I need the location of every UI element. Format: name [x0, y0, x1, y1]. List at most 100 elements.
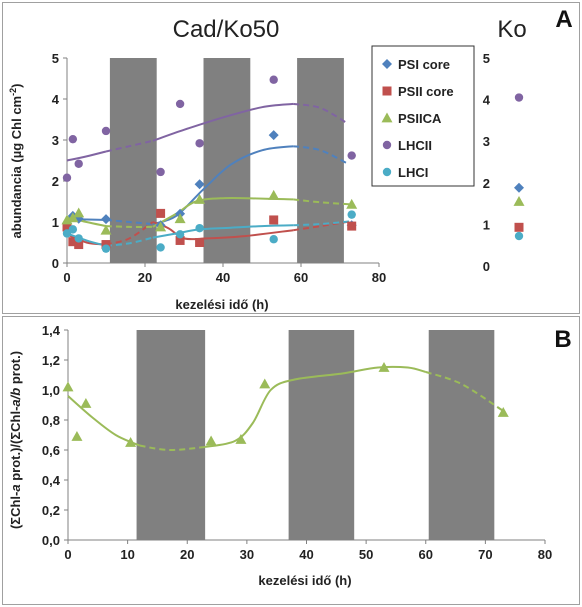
panel-b-dark-period-band: [288, 330, 355, 540]
panel-b-x-tick-label: 60: [419, 547, 433, 562]
panel-b-psiica-trend-dashed2: [425, 371, 504, 412]
panel-a-psi_core-point: [101, 214, 111, 225]
panel-b-y-tick-label: 1,4: [42, 323, 61, 338]
panel-a-y-axis-label: abundancia (µg Chl cm-2): [8, 84, 24, 239]
panel-a-lhcii-trend-dashed1: [105, 139, 154, 153]
panel-a-psii_core-point: [156, 208, 166, 218]
panel-a-x-tick-label: 80: [372, 270, 386, 285]
panel-a-psii_core-point: [195, 238, 205, 247]
panel-b-letter: B: [554, 326, 571, 353]
panel-a-lhci-point: [68, 225, 78, 234]
panel-b-x-axis-label: kezelési idő (h): [258, 573, 351, 588]
panel-b-y-tick-label: 1,0: [42, 383, 60, 398]
panel-b-psiica-point: [205, 435, 217, 446]
panel-b-psiica-point: [235, 434, 247, 444]
panel-ko-lhcii-point: [514, 93, 524, 102]
panel-b-x-tick-label: 40: [299, 547, 313, 562]
panel-a-psiica-trend-dashed2: [293, 198, 352, 206]
panel-b-psiica-point: [71, 431, 83, 441]
panel-a-lhcii-point: [347, 151, 356, 160]
panel-a-psii_core-point: [62, 222, 72, 232]
panel-a-dark-period-band: [109, 58, 157, 263]
panel-a-psiica-point: [67, 212, 79, 223]
legend-lhci-label: LHCI: [398, 165, 428, 180]
panel-b-y-tick-label: 0,0: [42, 533, 60, 548]
panel-ko-y-tick-label: 3: [483, 134, 490, 149]
legend-psi_core-marker: [382, 59, 392, 69]
panel-a-lhcii-point: [101, 126, 111, 136]
legend-psi_core-label: PSI core: [398, 57, 450, 72]
panel-a-lhcii-point: [175, 99, 185, 109]
panel-a-lhcii-point: [62, 173, 72, 182]
panel-b-dark-period-band: [136, 330, 206, 540]
legend-psii_core-marker: [382, 86, 392, 96]
panel-ko-psii_core-point: [514, 222, 524, 232]
panel-b-psiica-point: [378, 362, 390, 372]
panel-a-x-tick-label: 40: [216, 270, 230, 285]
panel-a-lhci-point: [175, 230, 185, 239]
panel-a-psiica-point: [100, 224, 112, 235]
panel-a-x-tick-label: 60: [294, 270, 308, 285]
panel-a-lhcii-trend-dashed2: [293, 102, 349, 125]
legend-lhci-marker: [382, 167, 392, 177]
panel-a-frame: [2, 2, 580, 314]
panel-a-psiica-point: [268, 189, 280, 200]
panel-a-psi_core-trend-dashed2: [293, 145, 349, 165]
panel-a-y-tick-label: 1: [52, 215, 59, 230]
panel-b-psiica-point: [62, 381, 74, 392]
panel-a-dark-period-band: [203, 58, 251, 263]
panel-b-x-tick-label: 80: [538, 547, 552, 562]
panel-b-y-tick-label: 0,6: [42, 443, 60, 458]
legend-psiica-label: PSIICA: [398, 111, 442, 126]
panel-a-dark-period-band: [297, 58, 344, 263]
panel-a-psi_core-trend-solid2: [152, 145, 294, 226]
panel-b-psiica-trend-dashed1: [139, 444, 206, 452]
panel-b-y-tick-label: 0,2: [42, 503, 60, 518]
panel-a-psii_core-trend-dashed1: [105, 221, 154, 246]
panel-b-psiica-point: [497, 407, 509, 417]
panel-a-lhcii-point: [269, 75, 278, 84]
panel-a-psii_core-trend-solid2: [152, 221, 294, 241]
panel-a-psii_core-point: [74, 240, 84, 250]
panel-a-lhci-point: [74, 234, 83, 243]
panel-a-psii_core-point: [68, 237, 78, 247]
panel-a-lhci-trend-dashed1: [105, 236, 154, 247]
panel-ko-y-tick-label: 0: [483, 259, 490, 274]
panel-a-letter: A: [555, 6, 572, 33]
panel-a-lhci-trend-dashed2: [293, 220, 352, 227]
panel-b-psiica-point: [125, 437, 137, 447]
panel-a-lhci-point: [156, 243, 165, 252]
legend-psiica-marker: [381, 112, 393, 123]
panel-a-lhci-point: [195, 223, 204, 233]
panel-a-lhcii-point: [195, 139, 204, 148]
panel-a-psiica-point: [174, 213, 186, 224]
panel-a-lhci-point: [62, 229, 72, 238]
panel-b-psiica-point: [259, 378, 271, 389]
panel-a-y-tick-label: 5: [52, 51, 59, 66]
panel-ko-title: Ko: [497, 16, 526, 43]
legend-lhcii-label: LHCII: [398, 138, 432, 153]
panel-a-lhcii-trend-solid: [66, 150, 107, 162]
panel-a-y-tick-label: 0: [52, 256, 59, 271]
panel-b-psiica-point: [80, 398, 92, 408]
panel-a-psii_core-point: [347, 221, 357, 231]
panel-a-psiica-trend-solid2: [152, 197, 294, 228]
panel-b-y-tick-label: 0,4: [42, 473, 61, 488]
panel-ko-y-tick-label: 4: [483, 93, 491, 108]
legend-lhcii-marker: [382, 140, 392, 150]
panel-a-lhci-trend-solid2: [152, 224, 294, 239]
panel-a-psii_core-point: [175, 235, 185, 245]
panel-a-y-tick-label: 4: [52, 92, 60, 107]
panel-a-y-tick-label: 3: [52, 133, 59, 148]
panel-b-y-tick-label: 1,2: [42, 353, 60, 368]
panel-a-psiica-point: [194, 193, 206, 204]
panel-a-x-axis-label: kezelési idő (h): [175, 297, 268, 312]
legend-psii_core-label: PSII core: [398, 84, 454, 99]
panel-ko-y-tick-label: 2: [483, 176, 490, 191]
panel-a-legend-box: [371, 45, 475, 187]
panel-a-lhci-point: [269, 235, 278, 244]
panel-a-psi_core-point: [268, 130, 279, 141]
panel-b-y-tick-label: 0,8: [42, 413, 60, 428]
panel-a-lhcii-point: [74, 159, 83, 168]
panel-ko-y-tick-label: 1: [483, 217, 490, 232]
